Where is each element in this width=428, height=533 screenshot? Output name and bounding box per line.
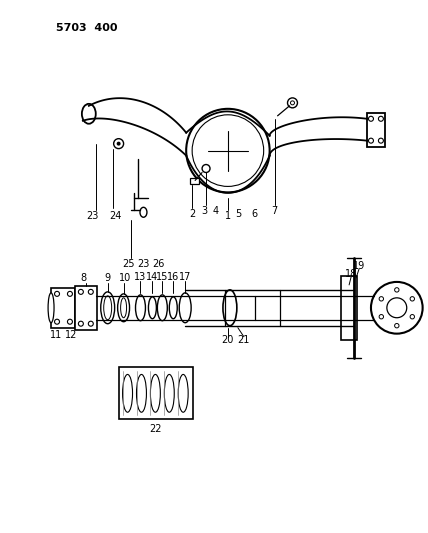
Ellipse shape: [121, 298, 127, 318]
Text: 22: 22: [149, 424, 162, 434]
Text: 18: 18: [345, 269, 357, 279]
Circle shape: [114, 139, 124, 149]
Text: 16: 16: [167, 272, 179, 282]
Ellipse shape: [140, 207, 147, 217]
Text: 6: 6: [252, 209, 258, 219]
Text: 13: 13: [134, 272, 147, 282]
Text: 12: 12: [65, 329, 77, 340]
Text: 5703  400: 5703 400: [56, 23, 118, 33]
Text: 24: 24: [110, 211, 122, 221]
Bar: [367, 113, 385, 147]
Text: 20: 20: [222, 335, 234, 345]
Bar: [190, 179, 199, 184]
Text: 26: 26: [152, 259, 164, 269]
Text: 1: 1: [225, 211, 231, 221]
Circle shape: [202, 165, 210, 173]
Ellipse shape: [48, 293, 54, 322]
Text: 23: 23: [86, 211, 99, 221]
Circle shape: [288, 98, 297, 108]
Text: 21: 21: [238, 335, 250, 345]
Text: 23: 23: [137, 259, 150, 269]
Circle shape: [371, 282, 422, 334]
Circle shape: [117, 142, 121, 146]
Ellipse shape: [104, 296, 112, 320]
Ellipse shape: [179, 293, 191, 322]
Ellipse shape: [136, 295, 146, 321]
Ellipse shape: [101, 292, 115, 324]
Text: 5: 5: [235, 209, 241, 219]
Text: 17: 17: [179, 272, 191, 282]
Bar: [51, 288, 75, 328]
Text: 4: 4: [213, 206, 219, 216]
Text: 2: 2: [189, 209, 195, 219]
Bar: [119, 367, 193, 419]
Ellipse shape: [223, 290, 237, 326]
Ellipse shape: [82, 104, 96, 124]
Text: 10: 10: [119, 273, 132, 283]
Text: 15: 15: [156, 272, 169, 282]
Bar: [75, 286, 97, 330]
Text: 14: 14: [146, 272, 158, 282]
Circle shape: [387, 298, 407, 318]
Text: 3: 3: [201, 206, 207, 216]
Ellipse shape: [149, 297, 156, 319]
Text: 19: 19: [353, 261, 365, 271]
Text: 8: 8: [81, 273, 87, 283]
Text: 7: 7: [271, 206, 278, 216]
Text: 11: 11: [50, 329, 62, 340]
Ellipse shape: [158, 295, 167, 321]
Ellipse shape: [169, 297, 177, 319]
Ellipse shape: [118, 294, 130, 322]
Text: 25: 25: [122, 259, 135, 269]
Text: 9: 9: [104, 273, 111, 283]
Bar: [341, 276, 357, 340]
